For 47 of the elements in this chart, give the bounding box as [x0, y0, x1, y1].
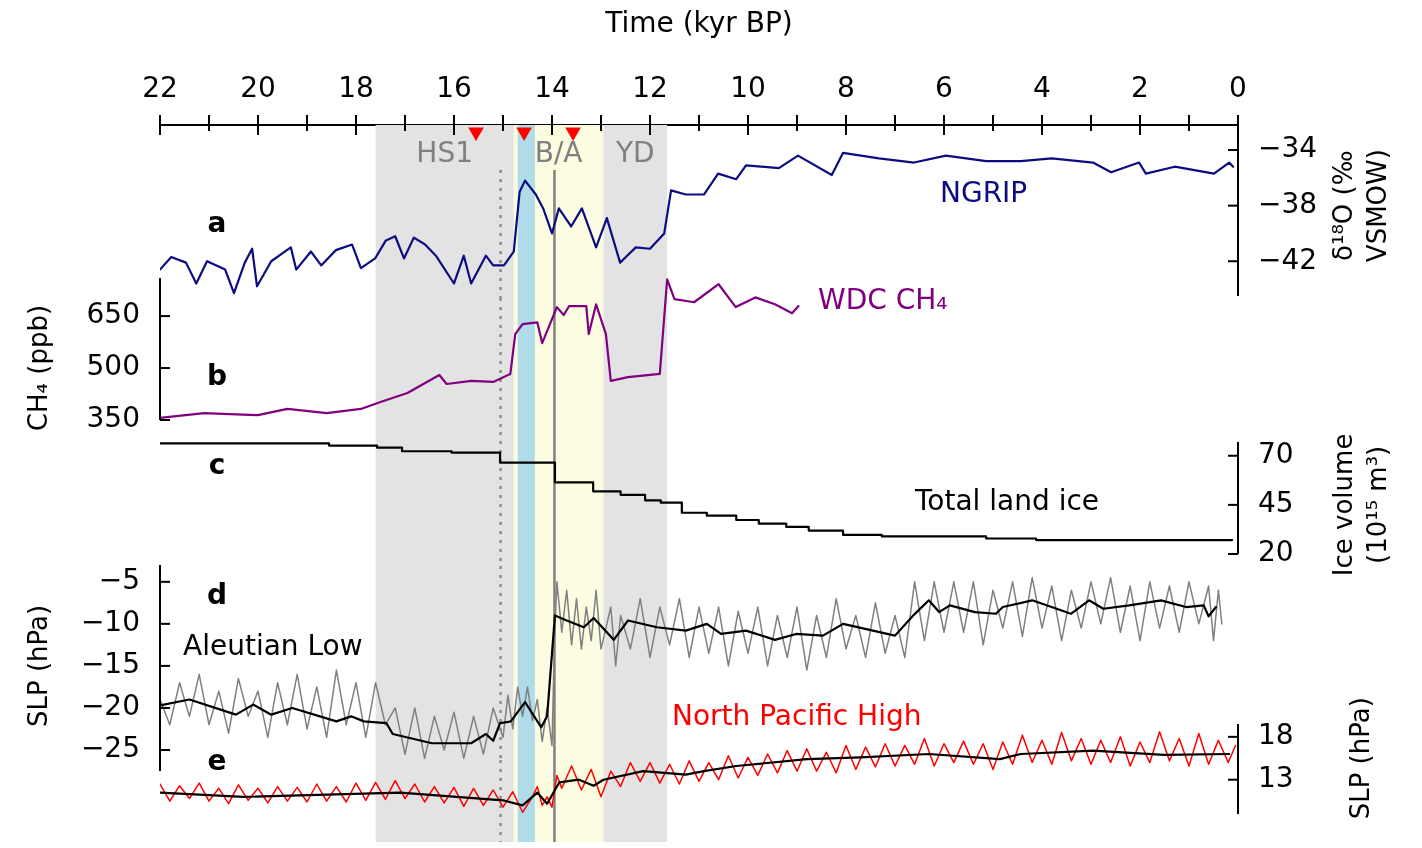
- y-tick-label: 70: [1258, 437, 1294, 471]
- annotation: b: [206, 359, 228, 393]
- x-tick-label: 16: [436, 71, 472, 105]
- y-tick-label: 650: [86, 297, 140, 331]
- series-label: NGRIP: [940, 176, 1028, 210]
- y-tick-label: 350: [86, 401, 140, 435]
- x-tick-label: 8: [837, 71, 855, 105]
- band-label: YD: [614, 136, 655, 170]
- annotation: c: [208, 448, 226, 482]
- annotation: a: [207, 206, 227, 240]
- x-tick-label: 22: [142, 71, 178, 105]
- series-label: North Pacific High: [672, 699, 922, 733]
- y-tick-label: −5: [98, 563, 140, 597]
- y-tick-label: −34: [1258, 131, 1318, 165]
- y-axis-title: Ice volume (10¹⁵ m³): [1327, 433, 1392, 577]
- annotation: d: [206, 578, 228, 612]
- x-tick-label: 2: [1131, 71, 1149, 105]
- annotation: e: [207, 744, 227, 778]
- x-tick-label: 20: [240, 71, 276, 105]
- band-label: HS1: [416, 136, 474, 170]
- y-tick-label: 18: [1258, 718, 1294, 752]
- y-tick-label: −25: [80, 731, 140, 765]
- x-axis-title: Time (kyr BP): [604, 6, 793, 40]
- y-axis-title: δ¹⁸O (‰ VSMOW): [1327, 149, 1392, 263]
- y-axis-title: SLP (hPa): [1344, 697, 1375, 820]
- y-tick-label: −10: [80, 605, 140, 639]
- x-tick-label: 12: [632, 71, 668, 105]
- y-tick-label: 13: [1258, 761, 1294, 794]
- x-tick-label: 18: [338, 71, 374, 105]
- y-tick-label: −15: [80, 647, 140, 681]
- x-tick-label: 10: [730, 71, 766, 105]
- y-axis-title: SLP (hPa): [22, 604, 53, 727]
- series-label: Aleutian Low: [183, 629, 363, 663]
- y-tick-label: 500: [86, 349, 140, 383]
- series-label: WDC CH₄: [818, 283, 948, 317]
- y-tick-label: 20: [1258, 535, 1294, 569]
- y-tick-label: −42: [1258, 242, 1318, 276]
- y-axis-title: CH₄ (ppb): [22, 304, 53, 432]
- series-label: Total land ice: [914, 484, 1100, 518]
- band-label: B/A: [534, 136, 583, 170]
- x-tick-label: 4: [1033, 71, 1051, 105]
- y-tick-label: 45: [1258, 486, 1294, 520]
- y-tick-label: −20: [80, 689, 140, 723]
- x-tick-label: 0: [1229, 71, 1247, 105]
- y-tick-label: −38: [1258, 186, 1318, 220]
- x-tick-label: 14: [534, 71, 570, 105]
- x-tick-label: 6: [935, 71, 953, 105]
